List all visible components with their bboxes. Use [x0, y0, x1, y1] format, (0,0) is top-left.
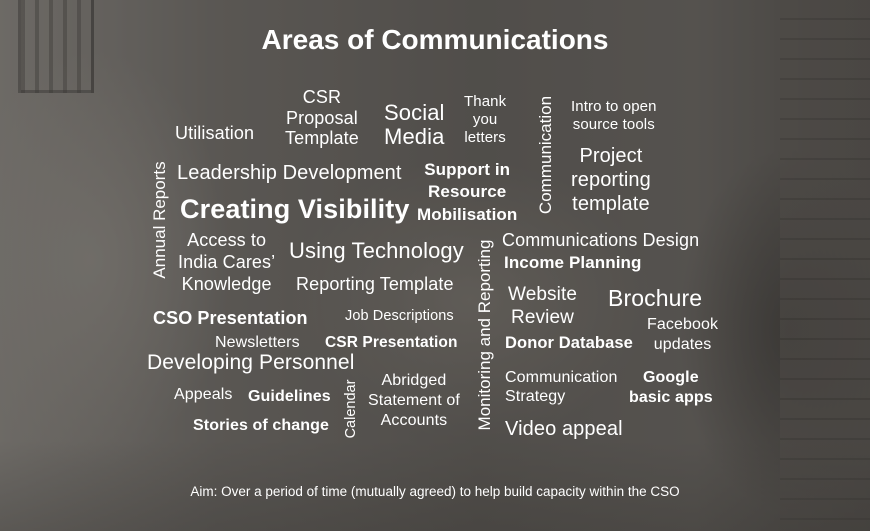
word-utilisation: Utilisation	[175, 123, 255, 143]
word-abridged-statement: Abridged Statement of Accounts	[368, 372, 460, 429]
word-communication-strategy: Communication Strategy	[505, 369, 618, 406]
word-facebook-updates: Facebook updates	[647, 316, 719, 353]
word-reporting-template: Reporting Template	[296, 274, 454, 294]
background-window	[18, 0, 94, 93]
word-social-media: Social Media	[384, 100, 445, 150]
word-google-basic-apps: Google basic apps	[629, 369, 713, 406]
word-communication: Communication	[536, 95, 555, 215]
word-support-resource-mobilisation: Support in Resource Mobilisation	[417, 160, 518, 224]
word-access-india-cares: Access to India Cares’ Knowledge	[178, 230, 276, 294]
word-using-technology: Using Technology	[289, 238, 464, 263]
aim-statement: Aim: Over a period of time (mutually agr…	[190, 484, 680, 499]
word-csr-proposal-template: CSR Proposal Template	[285, 87, 359, 149]
word-intro-open-source-tools: Intro to open source tools	[571, 98, 657, 133]
word-brochure: Brochure	[608, 285, 703, 311]
word-website-review: Website Review	[508, 284, 577, 328]
word-thank-you-letters: Thank you letters	[464, 93, 507, 146]
word-income-planning: Income Planning	[504, 253, 642, 272]
word-project-reporting-template: Project reporting template	[571, 145, 651, 215]
word-communications-design: Communications Design	[502, 230, 700, 250]
word-guidelines: Guidelines	[248, 388, 331, 405]
background-ground	[0, 441, 870, 531]
word-developing-personnel: Developing Personnel	[147, 351, 355, 374]
word-video-appeal: Video appeal	[505, 418, 623, 440]
word-stories-of-change: Stories of change	[193, 417, 329, 434]
word-monitoring-reporting: Monitoring and Reporting	[475, 239, 494, 431]
word-leadership-development: Leadership Development	[177, 162, 402, 184]
word-newsletters: Newsletters	[215, 334, 300, 351]
word-cso-presentation: CSO Presentation	[153, 308, 308, 328]
word-donor-database: Donor Database	[505, 334, 633, 352]
background-wall	[780, 0, 870, 531]
word-job-descriptions: Job Descriptions	[345, 308, 454, 324]
page-title: Areas of Communications	[261, 24, 609, 55]
word-annual-reports: Annual Reports	[150, 161, 169, 279]
word-calendar: Calendar	[343, 379, 359, 439]
word-csr-presentation: CSR Presentation	[325, 334, 458, 351]
word-appeals: Appeals	[174, 386, 233, 403]
word-creating-visibility: Creating Visibility	[180, 194, 410, 224]
